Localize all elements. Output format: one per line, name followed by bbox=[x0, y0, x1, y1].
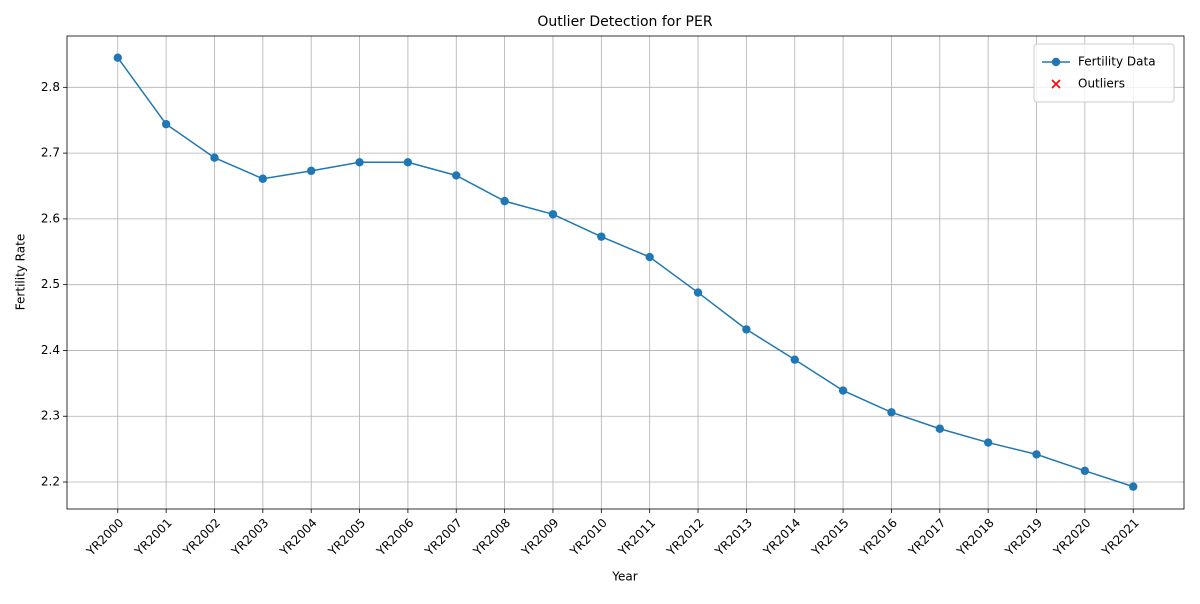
data-point bbox=[161, 119, 171, 129]
data-point bbox=[935, 424, 945, 433]
data-point bbox=[838, 386, 848, 395]
y-tick-label: 2.6 bbox=[41, 211, 60, 225]
x-tick-label: YR2006 bbox=[373, 516, 416, 559]
legend-marker bbox=[1051, 79, 1061, 89]
legend: Fertility Data Outliers bbox=[1033, 43, 1175, 103]
data-point bbox=[1080, 466, 1090, 476]
x-tick-label: YR2002 bbox=[180, 516, 223, 559]
x-tick-label: YR2008 bbox=[470, 516, 513, 559]
x-tick-label: YR2012 bbox=[663, 516, 706, 559]
x-tick-label: YR2017 bbox=[905, 516, 948, 559]
y-tick-label: 2.3 bbox=[41, 409, 60, 423]
x-tick-label: YR2000 bbox=[83, 516, 126, 559]
y-tick-label: 2.2 bbox=[41, 475, 60, 489]
legend-marker-stroke bbox=[1051, 79, 1061, 89]
x-tick-label: YR2013 bbox=[712, 516, 755, 559]
x-tick-label: YR2010 bbox=[567, 516, 610, 559]
data-point bbox=[645, 252, 654, 262]
chart-title: Outlier Detection for PER bbox=[537, 14, 712, 30]
y-tick-label: 2.8 bbox=[41, 80, 60, 94]
data-point bbox=[983, 438, 993, 447]
data-point bbox=[597, 232, 606, 241]
data-point bbox=[258, 174, 268, 183]
y-tick-label: 2.4 bbox=[41, 343, 60, 357]
data-point bbox=[500, 196, 509, 206]
x-axis-label: Year bbox=[611, 570, 637, 584]
data-point bbox=[1129, 482, 1138, 491]
x-tick-label: YR2011 bbox=[615, 516, 658, 559]
legend-marker bbox=[1051, 57, 1061, 67]
y-tick-label: 2.5 bbox=[41, 277, 60, 291]
grid bbox=[67, 36, 1184, 509]
data-point bbox=[742, 325, 751, 334]
x-tick-label: YR2003 bbox=[228, 516, 271, 559]
x-tick-label: YR2018 bbox=[953, 516, 996, 559]
data-point bbox=[790, 355, 799, 364]
data-point bbox=[306, 166, 316, 176]
x-tick-label: YR2021 bbox=[1099, 516, 1142, 559]
legend-box bbox=[1033, 43, 1175, 103]
legend-label: Outliers bbox=[1078, 77, 1125, 91]
x-tick-label: YR2009 bbox=[518, 516, 561, 559]
data-line bbox=[117, 57, 1134, 488]
x-tick-label: YR2019 bbox=[1002, 516, 1045, 559]
x-tick-label: YR2016 bbox=[857, 516, 900, 559]
data-point bbox=[452, 171, 461, 180]
data-point bbox=[113, 53, 122, 62]
data-point bbox=[210, 153, 219, 162]
x-tick-label: YR2015 bbox=[808, 516, 851, 559]
x-tick-label: YR2005 bbox=[325, 516, 368, 559]
x-tick-label: YR2004 bbox=[277, 516, 320, 559]
data-point bbox=[355, 158, 364, 167]
plot-frame bbox=[66, 35, 1185, 510]
data-point bbox=[887, 408, 896, 417]
x-tick-label: YR2007 bbox=[422, 516, 465, 559]
data-point bbox=[548, 210, 558, 219]
data-point bbox=[403, 158, 413, 167]
legend-label: Fertility Data bbox=[1078, 55, 1156, 69]
x-tick-label: YR2014 bbox=[760, 516, 803, 559]
y-tick-label: 2.7 bbox=[41, 146, 60, 160]
y-axis-label: Fertility Rate bbox=[14, 234, 28, 310]
data-point bbox=[693, 288, 703, 297]
x-tick-label: YR2001 bbox=[131, 516, 174, 559]
data-point bbox=[1032, 450, 1041, 459]
x-tick-label: YR2020 bbox=[1050, 516, 1093, 559]
